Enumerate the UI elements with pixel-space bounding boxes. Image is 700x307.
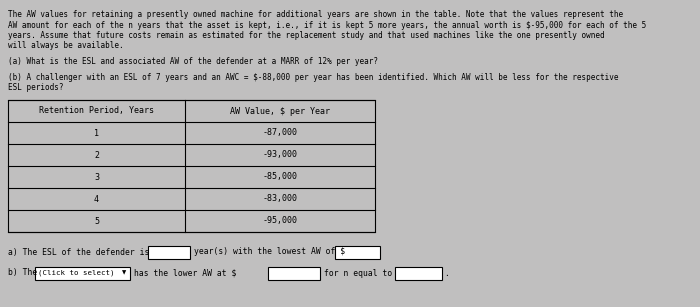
Text: .: . xyxy=(444,269,449,278)
Text: ▼: ▼ xyxy=(122,270,126,275)
Text: year(s) with the lowest AW of $: year(s) with the lowest AW of $ xyxy=(194,247,345,257)
Text: Retention Period, Years: Retention Period, Years xyxy=(39,107,154,115)
FancyBboxPatch shape xyxy=(148,246,190,258)
Text: years. Assume that future costs remain as estimated for the replacement study an: years. Assume that future costs remain a… xyxy=(8,31,605,40)
Text: 3: 3 xyxy=(94,173,99,181)
Text: 2: 2 xyxy=(94,150,99,160)
Text: (b) A challenger with an ESL of 7 years and an AWC = $-88,000 per year has been : (b) A challenger with an ESL of 7 years … xyxy=(8,73,619,82)
FancyBboxPatch shape xyxy=(8,100,375,232)
Text: for n equal to: for n equal to xyxy=(324,269,392,278)
Text: has the lower AW at $: has the lower AW at $ xyxy=(134,269,237,278)
Text: -83,000: -83,000 xyxy=(262,195,298,204)
Text: a) The ESL of the defender is: a) The ESL of the defender is xyxy=(8,247,149,257)
Text: (a) What is the ESL and associated AW of the defender at a MARR of 12% per year?: (a) What is the ESL and associated AW of… xyxy=(8,57,378,66)
FancyBboxPatch shape xyxy=(268,266,320,279)
Text: 1: 1 xyxy=(94,129,99,138)
Text: (Click to select): (Click to select) xyxy=(38,270,115,276)
Text: b) The: b) The xyxy=(8,269,37,278)
Text: AW Value, $ per Year: AW Value, $ per Year xyxy=(230,107,330,115)
Text: The AW values for retaining a presently owned machine for additional years are s: The AW values for retaining a presently … xyxy=(8,10,623,19)
FancyBboxPatch shape xyxy=(395,266,442,279)
Text: -85,000: -85,000 xyxy=(262,173,298,181)
Text: 4: 4 xyxy=(94,195,99,204)
Text: -93,000: -93,000 xyxy=(262,150,298,160)
Text: 5: 5 xyxy=(94,216,99,226)
Text: AW amount for each of the n years that the asset is kept, i.e., if it is kept 5 : AW amount for each of the n years that t… xyxy=(8,21,646,29)
FancyBboxPatch shape xyxy=(335,246,380,258)
Text: -87,000: -87,000 xyxy=(262,129,298,138)
Text: ESL periods?: ESL periods? xyxy=(8,84,64,92)
Text: will always be available.: will always be available. xyxy=(8,41,124,50)
FancyBboxPatch shape xyxy=(35,266,130,279)
Text: -95,000: -95,000 xyxy=(262,216,298,226)
